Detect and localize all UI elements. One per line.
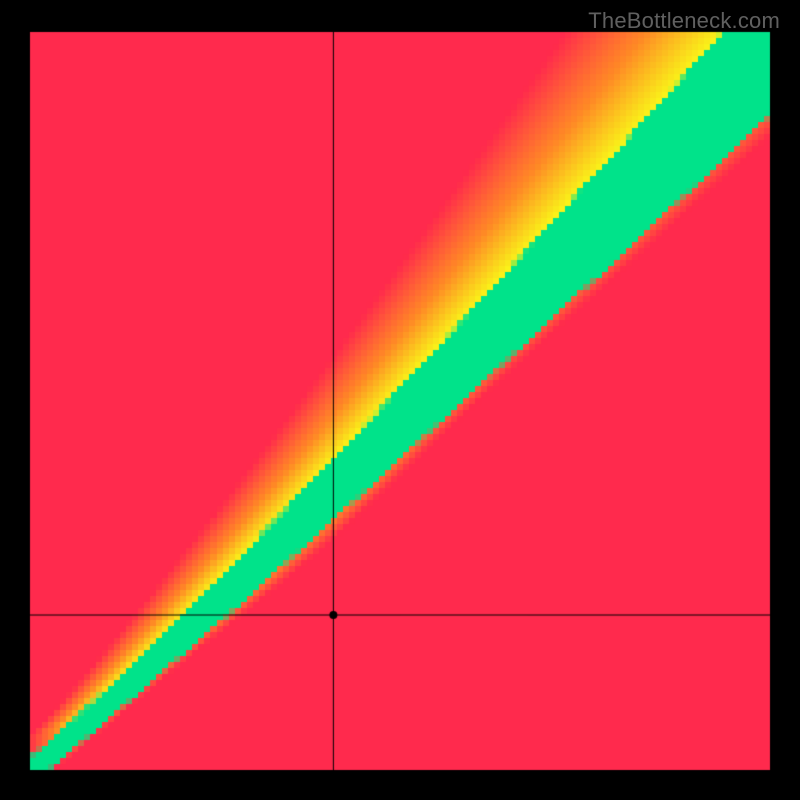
chart-container: TheBottleneck.com bbox=[0, 0, 800, 800]
watermark-text: TheBottleneck.com bbox=[588, 8, 780, 34]
heatmap-canvas bbox=[0, 0, 800, 800]
